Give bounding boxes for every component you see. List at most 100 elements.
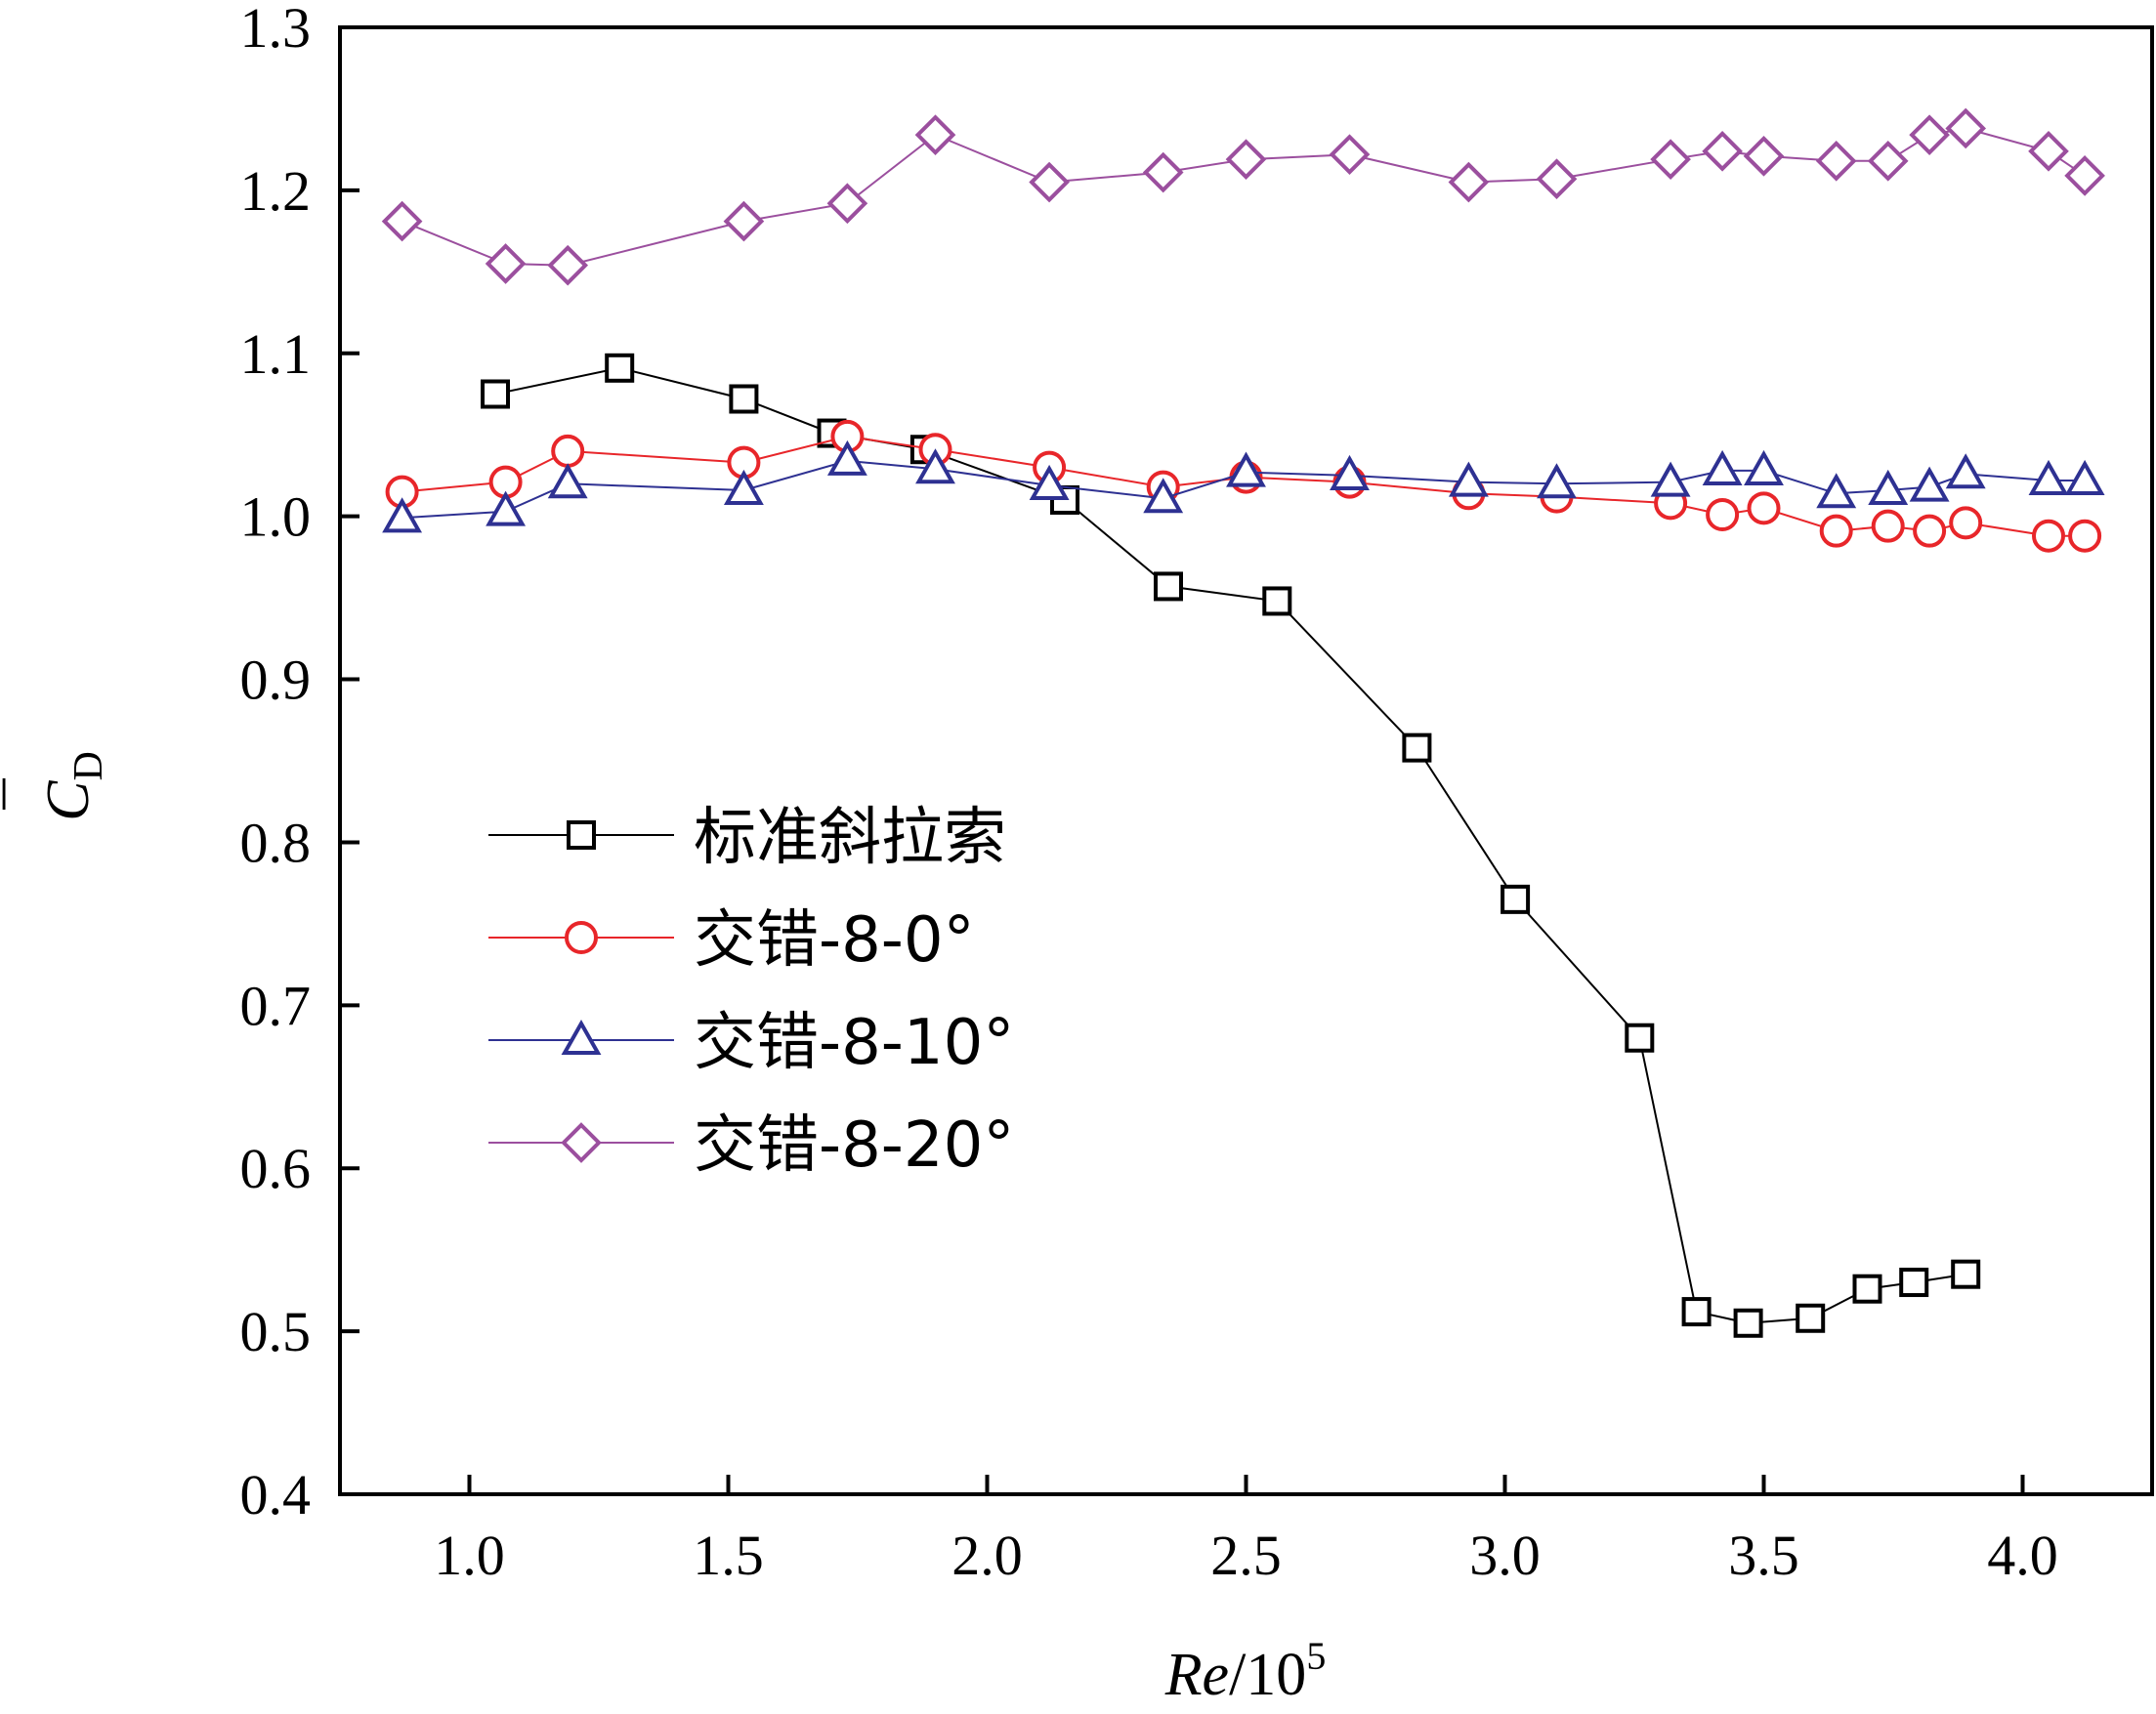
series-0-point-2 <box>729 384 759 414</box>
series-2-point-12 <box>1650 461 1691 497</box>
series-layer <box>381 107 2105 1338</box>
legend-marker-2 <box>561 1019 602 1055</box>
x-tick-label-0: 1.0 <box>434 1524 505 1587</box>
axis-ticks: 1.0 1.5 2.0 2.5 3.0 3.5 4.0 0.4 0.5 0.6 0.7 0.8 0.9 1… <box>240 0 2058 1587</box>
series-3-point-20 <box>2064 155 2105 196</box>
y-tick-label-8: 1.2 <box>240 159 312 223</box>
legend-item-2: 交错-8-10° <box>488 1007 1014 1079</box>
y-tick-label-4: 0.8 <box>240 811 312 874</box>
series-2 <box>382 439 2105 533</box>
series-2-point-6 <box>1029 464 1070 500</box>
legend-item-1: 交错-8-0° <box>488 904 975 977</box>
x-axis-label: Re/105 <box>1164 1634 1327 1708</box>
plot-frame <box>338 25 2154 1496</box>
series-3-point-11 <box>1536 158 1578 200</box>
series-3-point-17 <box>1909 114 1950 155</box>
series-2-point-18 <box>1945 453 1986 489</box>
y-tick-label-9: 1.3 <box>240 0 312 60</box>
y-tick-label-6: 1.0 <box>240 485 312 549</box>
series-3-point-12 <box>1650 139 1691 181</box>
series-0-point-13 <box>1796 1303 1826 1333</box>
x-tick-label-4: 3.0 <box>1469 1524 1541 1587</box>
series-1-point-16 <box>1871 509 1905 543</box>
series-3-point-14 <box>1743 136 1785 177</box>
x-tick-label-6: 4.0 <box>1987 1524 2058 1587</box>
series-2-point-13 <box>1702 449 1743 485</box>
series-2-point-11 <box>1537 463 1577 499</box>
series-3-point-10 <box>1448 161 1490 203</box>
series-2-point-7 <box>1143 478 1184 514</box>
series-3-point-6 <box>1029 161 1070 203</box>
series-0-point-16 <box>1951 1259 1981 1289</box>
legend-label-1: 交错-8-0° <box>694 904 975 977</box>
series-0-point-0 <box>481 379 510 409</box>
series-3-point-15 <box>1815 141 1857 182</box>
series-2-point-15 <box>1816 473 1857 509</box>
series-2-point-0 <box>382 497 423 533</box>
series-0-point-9 <box>1501 884 1531 914</box>
x-tick-label-1: 1.5 <box>693 1524 764 1587</box>
series-0-point-7 <box>1262 586 1292 616</box>
series-0-point-12 <box>1733 1308 1763 1338</box>
legend-label-2: 交错-8-10° <box>694 1007 1014 1079</box>
y-axis-label-main: C <box>35 780 102 821</box>
series-0-point-15 <box>1899 1268 1929 1298</box>
series-0-point-1 <box>605 353 635 383</box>
x-axis-label-main: Re <box>1164 1642 1229 1708</box>
y-axis-label-sub: D <box>66 751 111 780</box>
series-1-point-18 <box>1949 506 1983 540</box>
series-1-point-14 <box>1747 491 1781 525</box>
y-tick-label-7: 1.1 <box>240 322 312 386</box>
series-3-point-8 <box>1225 139 1267 181</box>
y-tick-label-3: 0.7 <box>240 974 312 1037</box>
series-0-point-6 <box>1154 571 1183 602</box>
legend-marker-3 <box>561 1122 602 1163</box>
series-2-point-1 <box>486 490 527 526</box>
series-2-point-20 <box>2064 459 2105 495</box>
legend-marker-1 <box>565 921 598 954</box>
series-3-point-4 <box>826 183 868 225</box>
series-3-point-9 <box>1329 134 1371 176</box>
series-2-point-8 <box>1226 451 1266 487</box>
series-1-point-20 <box>2068 519 2102 553</box>
series-0-point-8 <box>1402 732 1432 763</box>
series-3-point-3 <box>723 200 765 242</box>
x-axis-label-exp: 5 <box>1306 1634 1326 1678</box>
series-2-point-2 <box>547 463 588 499</box>
series-2-point-14 <box>1744 449 1784 485</box>
x-tick-label-3: 2.5 <box>1210 1524 1282 1587</box>
series-2-point-9 <box>1330 454 1370 490</box>
series-2-point-10 <box>1448 461 1489 497</box>
series-1-point-15 <box>1819 514 1853 548</box>
series-2-point-4 <box>826 439 867 476</box>
series-2-point-17 <box>1909 466 1950 502</box>
series-1-point-2 <box>551 434 585 468</box>
x-tick-label-2: 2.0 <box>951 1524 1023 1587</box>
y-tick-label-5: 0.9 <box>240 648 312 712</box>
y-tick-label-2: 0.6 <box>240 1137 312 1200</box>
legend-item-0: 标准斜拉索 <box>488 802 1006 874</box>
series-0-point-10 <box>1625 1023 1655 1053</box>
series-1-point-19 <box>2032 519 2065 553</box>
series-2-point-5 <box>915 448 955 484</box>
y-tick-label-1: 0.5 <box>240 1300 312 1363</box>
series-0-point-11 <box>1681 1297 1712 1327</box>
svg-text:CD: CD <box>35 751 111 821</box>
series-3-point-1 <box>485 243 527 284</box>
legend-label-3: 交错-8-20° <box>694 1109 1014 1182</box>
legend-marker-0 <box>567 820 596 850</box>
series-3-point-5 <box>914 114 956 155</box>
series-1-point-17 <box>1913 514 1947 548</box>
series-2-point-19 <box>2028 459 2069 495</box>
series-3-point-13 <box>1702 131 1743 172</box>
series-3-point-2 <box>547 244 589 286</box>
series-1-point-13 <box>1706 497 1740 531</box>
series-3-point-0 <box>381 200 423 242</box>
series-2-point-16 <box>1868 469 1909 505</box>
y-tick-label-0: 0.4 <box>240 1463 312 1526</box>
legend-item-3: 交错-8-20° <box>488 1109 1014 1182</box>
x-tick-label-5: 3.5 <box>1728 1524 1799 1587</box>
